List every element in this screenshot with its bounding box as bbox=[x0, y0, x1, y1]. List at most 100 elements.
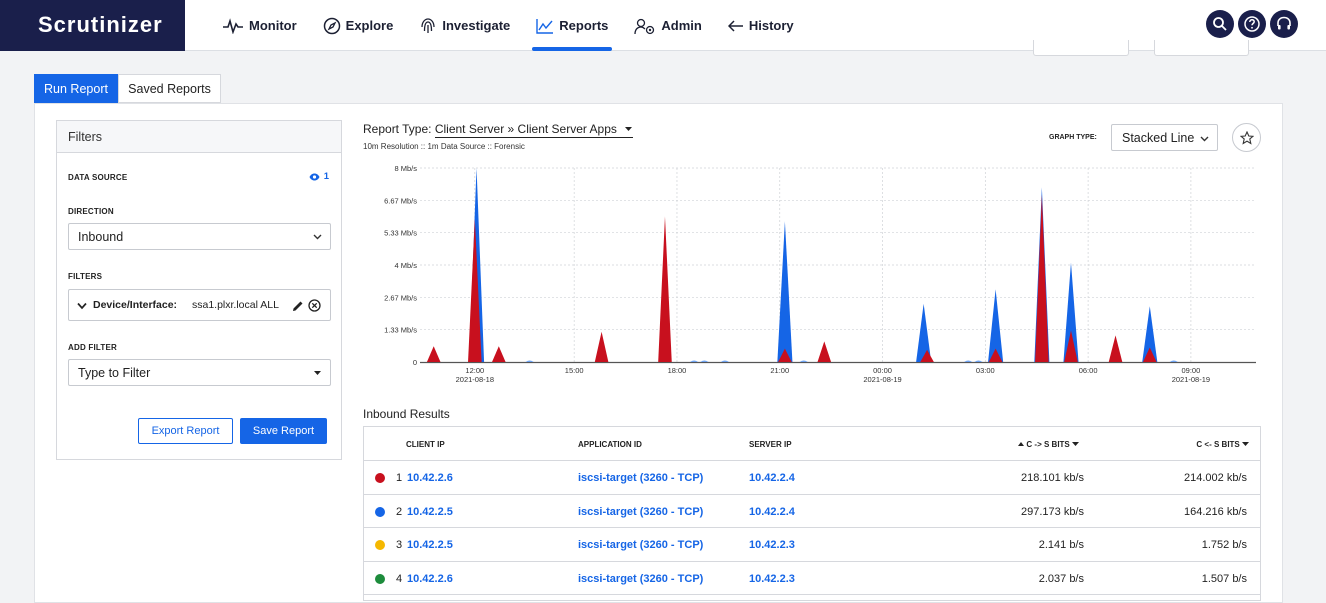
sc-bits-value: 164.216 kb/s bbox=[1184, 505, 1247, 518]
series-1-peak bbox=[1108, 335, 1123, 362]
save-report-button[interactable]: Save Report bbox=[240, 418, 327, 444]
caret-down-icon bbox=[314, 371, 321, 375]
data-source-count[interactable]: 1 bbox=[309, 171, 329, 182]
x-tick-label: 00:00 bbox=[873, 366, 892, 375]
tab-run-report[interactable]: Run Report bbox=[34, 74, 118, 103]
star-icon bbox=[1239, 130, 1254, 145]
graph-type-value: Stacked Line bbox=[1122, 131, 1195, 145]
eye-icon bbox=[309, 173, 320, 180]
y-tick-label: 6.67 Mb/s bbox=[384, 196, 417, 205]
series-1-peak bbox=[426, 346, 441, 362]
add-filter-placeholder: Type to Filter bbox=[78, 366, 151, 380]
main-nav: Monitor Explore Investigate Reports Admi… bbox=[222, 0, 820, 51]
results-title: Inbound Results bbox=[363, 407, 450, 421]
series-color-dot bbox=[375, 506, 385, 517]
add-filter-label: ADD FILTER bbox=[68, 343, 117, 352]
x-tick-label: 18:00 bbox=[668, 366, 687, 375]
admin-gear-icon bbox=[634, 18, 655, 34]
device-interface-filter: Device/Interface: ssa1.plxr.local ALL bbox=[68, 289, 331, 321]
x-tick-label: 06:00 bbox=[1079, 366, 1098, 375]
chevron-down-icon[interactable] bbox=[77, 302, 87, 310]
graph-type-select[interactable]: Stacked Line bbox=[1111, 124, 1218, 151]
client-ip-link[interactable]: 10.42.2.6 bbox=[407, 572, 453, 585]
series-1-peak bbox=[1064, 330, 1078, 362]
report-type-value: Client Server » Client Server Apps bbox=[434, 122, 617, 136]
caret-down-icon bbox=[1072, 442, 1079, 446]
row-index: 3 bbox=[396, 539, 403, 551]
client-ip-link[interactable]: 10.42.2.5 bbox=[407, 505, 453, 518]
minor-blip bbox=[1169, 360, 1178, 362]
help-button[interactable] bbox=[1238, 10, 1266, 38]
data-source-count-value: 1 bbox=[323, 171, 329, 182]
row-index: 1 bbox=[396, 472, 403, 484]
x-tick-sublabel: 2021-08-19 bbox=[1172, 375, 1210, 384]
chart-icon bbox=[536, 18, 554, 34]
row-index: 4 bbox=[396, 572, 403, 585]
server-ip-link[interactable]: 10.42.2.3 bbox=[749, 572, 795, 585]
favorite-button[interactable] bbox=[1232, 123, 1261, 152]
application-link[interactable]: iscsi-target (3260 - TCP) bbox=[578, 505, 704, 518]
minor-blip bbox=[974, 360, 983, 362]
hidden-header-control bbox=[1154, 40, 1249, 56]
table-row[interactable]: 4 10.42.2.6 iscsi-target (3260 - TCP) 10.42… bbox=[364, 562, 1260, 595]
export-report-button[interactable]: Export Report bbox=[138, 418, 233, 444]
nav-reports[interactable]: Reports bbox=[532, 0, 613, 51]
minor-blip bbox=[700, 360, 709, 362]
series-0-peak bbox=[1063, 262, 1079, 362]
cs-bits-value: 2.037 b/s bbox=[1038, 572, 1084, 585]
col-cs-bits[interactable]: C -> S BITS bbox=[1017, 440, 1079, 449]
col-server-ip[interactable]: SERVER IP bbox=[749, 440, 792, 449]
col-sc-bits[interactable]: C <- S BITS bbox=[1179, 440, 1249, 449]
server-ip-link[interactable]: 10.42.2.4 bbox=[749, 505, 795, 518]
table-row[interactable]: 1 10.42.2.6 iscsi-target (3260 - TCP) 10.42… bbox=[364, 461, 1260, 495]
col-application-id[interactable]: APPLICATION ID bbox=[578, 440, 642, 449]
direction-select[interactable]: Inbound bbox=[68, 223, 331, 250]
server-ip-link[interactable]: 10.42.2.4 bbox=[749, 472, 795, 484]
series-0-peak bbox=[777, 221, 793, 362]
app-logo[interactable]: Scrutinizer bbox=[0, 0, 185, 51]
series-1-peak bbox=[817, 341, 832, 362]
nav-monitor[interactable]: Monitor bbox=[222, 0, 297, 51]
client-ip-link[interactable]: 10.42.2.5 bbox=[407, 539, 453, 551]
client-ip-link[interactable]: 10.42.2.6 bbox=[407, 472, 453, 484]
col-client-ip[interactable]: CLIENT IP bbox=[406, 440, 445, 449]
server-ip-link[interactable]: 10.42.2.3 bbox=[749, 539, 795, 551]
tab-saved-reports[interactable]: Saved Reports bbox=[118, 74, 221, 103]
remove-filter-icon[interactable] bbox=[308, 299, 321, 312]
search-button[interactable] bbox=[1206, 10, 1234, 38]
compass-icon bbox=[323, 17, 340, 34]
cs-bits-value: 2.141 b/s bbox=[1038, 539, 1084, 551]
caret-down-icon bbox=[1242, 442, 1249, 446]
caret-down-icon bbox=[625, 127, 633, 131]
nav-admin-label: Admin bbox=[661, 18, 702, 33]
report-type-select[interactable]: Client Server » Client Server Apps bbox=[434, 122, 634, 138]
chevron-down-icon bbox=[1200, 136, 1209, 142]
nav-history[interactable]: History bbox=[727, 0, 794, 51]
minor-blip bbox=[720, 360, 730, 362]
table-row[interactable]: 2 10.42.2.5 iscsi-target (3260 - TCP) 10.42… bbox=[364, 495, 1260, 528]
table-row[interactable]: 3 10.42.2.5 iscsi-target (3260 - TCP) 10.42… bbox=[364, 528, 1260, 562]
nav-history-label: History bbox=[748, 18, 794, 33]
nav-explore[interactable]: Explore bbox=[323, 0, 393, 51]
y-tick-label: 4 Mb/s bbox=[394, 261, 417, 270]
application-link[interactable]: iscsi-target (3260 - TCP) bbox=[578, 572, 704, 585]
x-tick-label: 03:00 bbox=[976, 366, 995, 375]
x-tick-label: 15:00 bbox=[565, 366, 584, 375]
minor-blip bbox=[964, 360, 973, 362]
nav-admin[interactable]: Admin bbox=[634, 0, 702, 51]
nav-investigate[interactable]: Investigate bbox=[419, 0, 510, 51]
application-link[interactable]: iscsi-target (3260 - TCP) bbox=[578, 539, 704, 551]
series-1-peak bbox=[1143, 347, 1157, 362]
sc-bits-value: 1.752 b/s bbox=[1201, 539, 1247, 551]
minor-blip bbox=[799, 360, 808, 362]
y-tick-label: 1.33 Mb/s bbox=[384, 326, 417, 335]
support-button[interactable] bbox=[1270, 10, 1298, 38]
x-tick-sublabel: 2021-08-19 bbox=[863, 375, 901, 384]
application-link[interactable]: iscsi-target (3260 - TCP) bbox=[578, 472, 704, 484]
series-1-peak bbox=[492, 346, 506, 362]
col-cs-bits-label: C -> S BITS bbox=[1026, 440, 1070, 449]
y-tick-label: 8 Mb/s bbox=[394, 164, 417, 173]
header-actions bbox=[1206, 10, 1298, 38]
add-filter-select[interactable]: Type to Filter bbox=[68, 359, 331, 386]
pencil-icon[interactable] bbox=[292, 300, 304, 312]
